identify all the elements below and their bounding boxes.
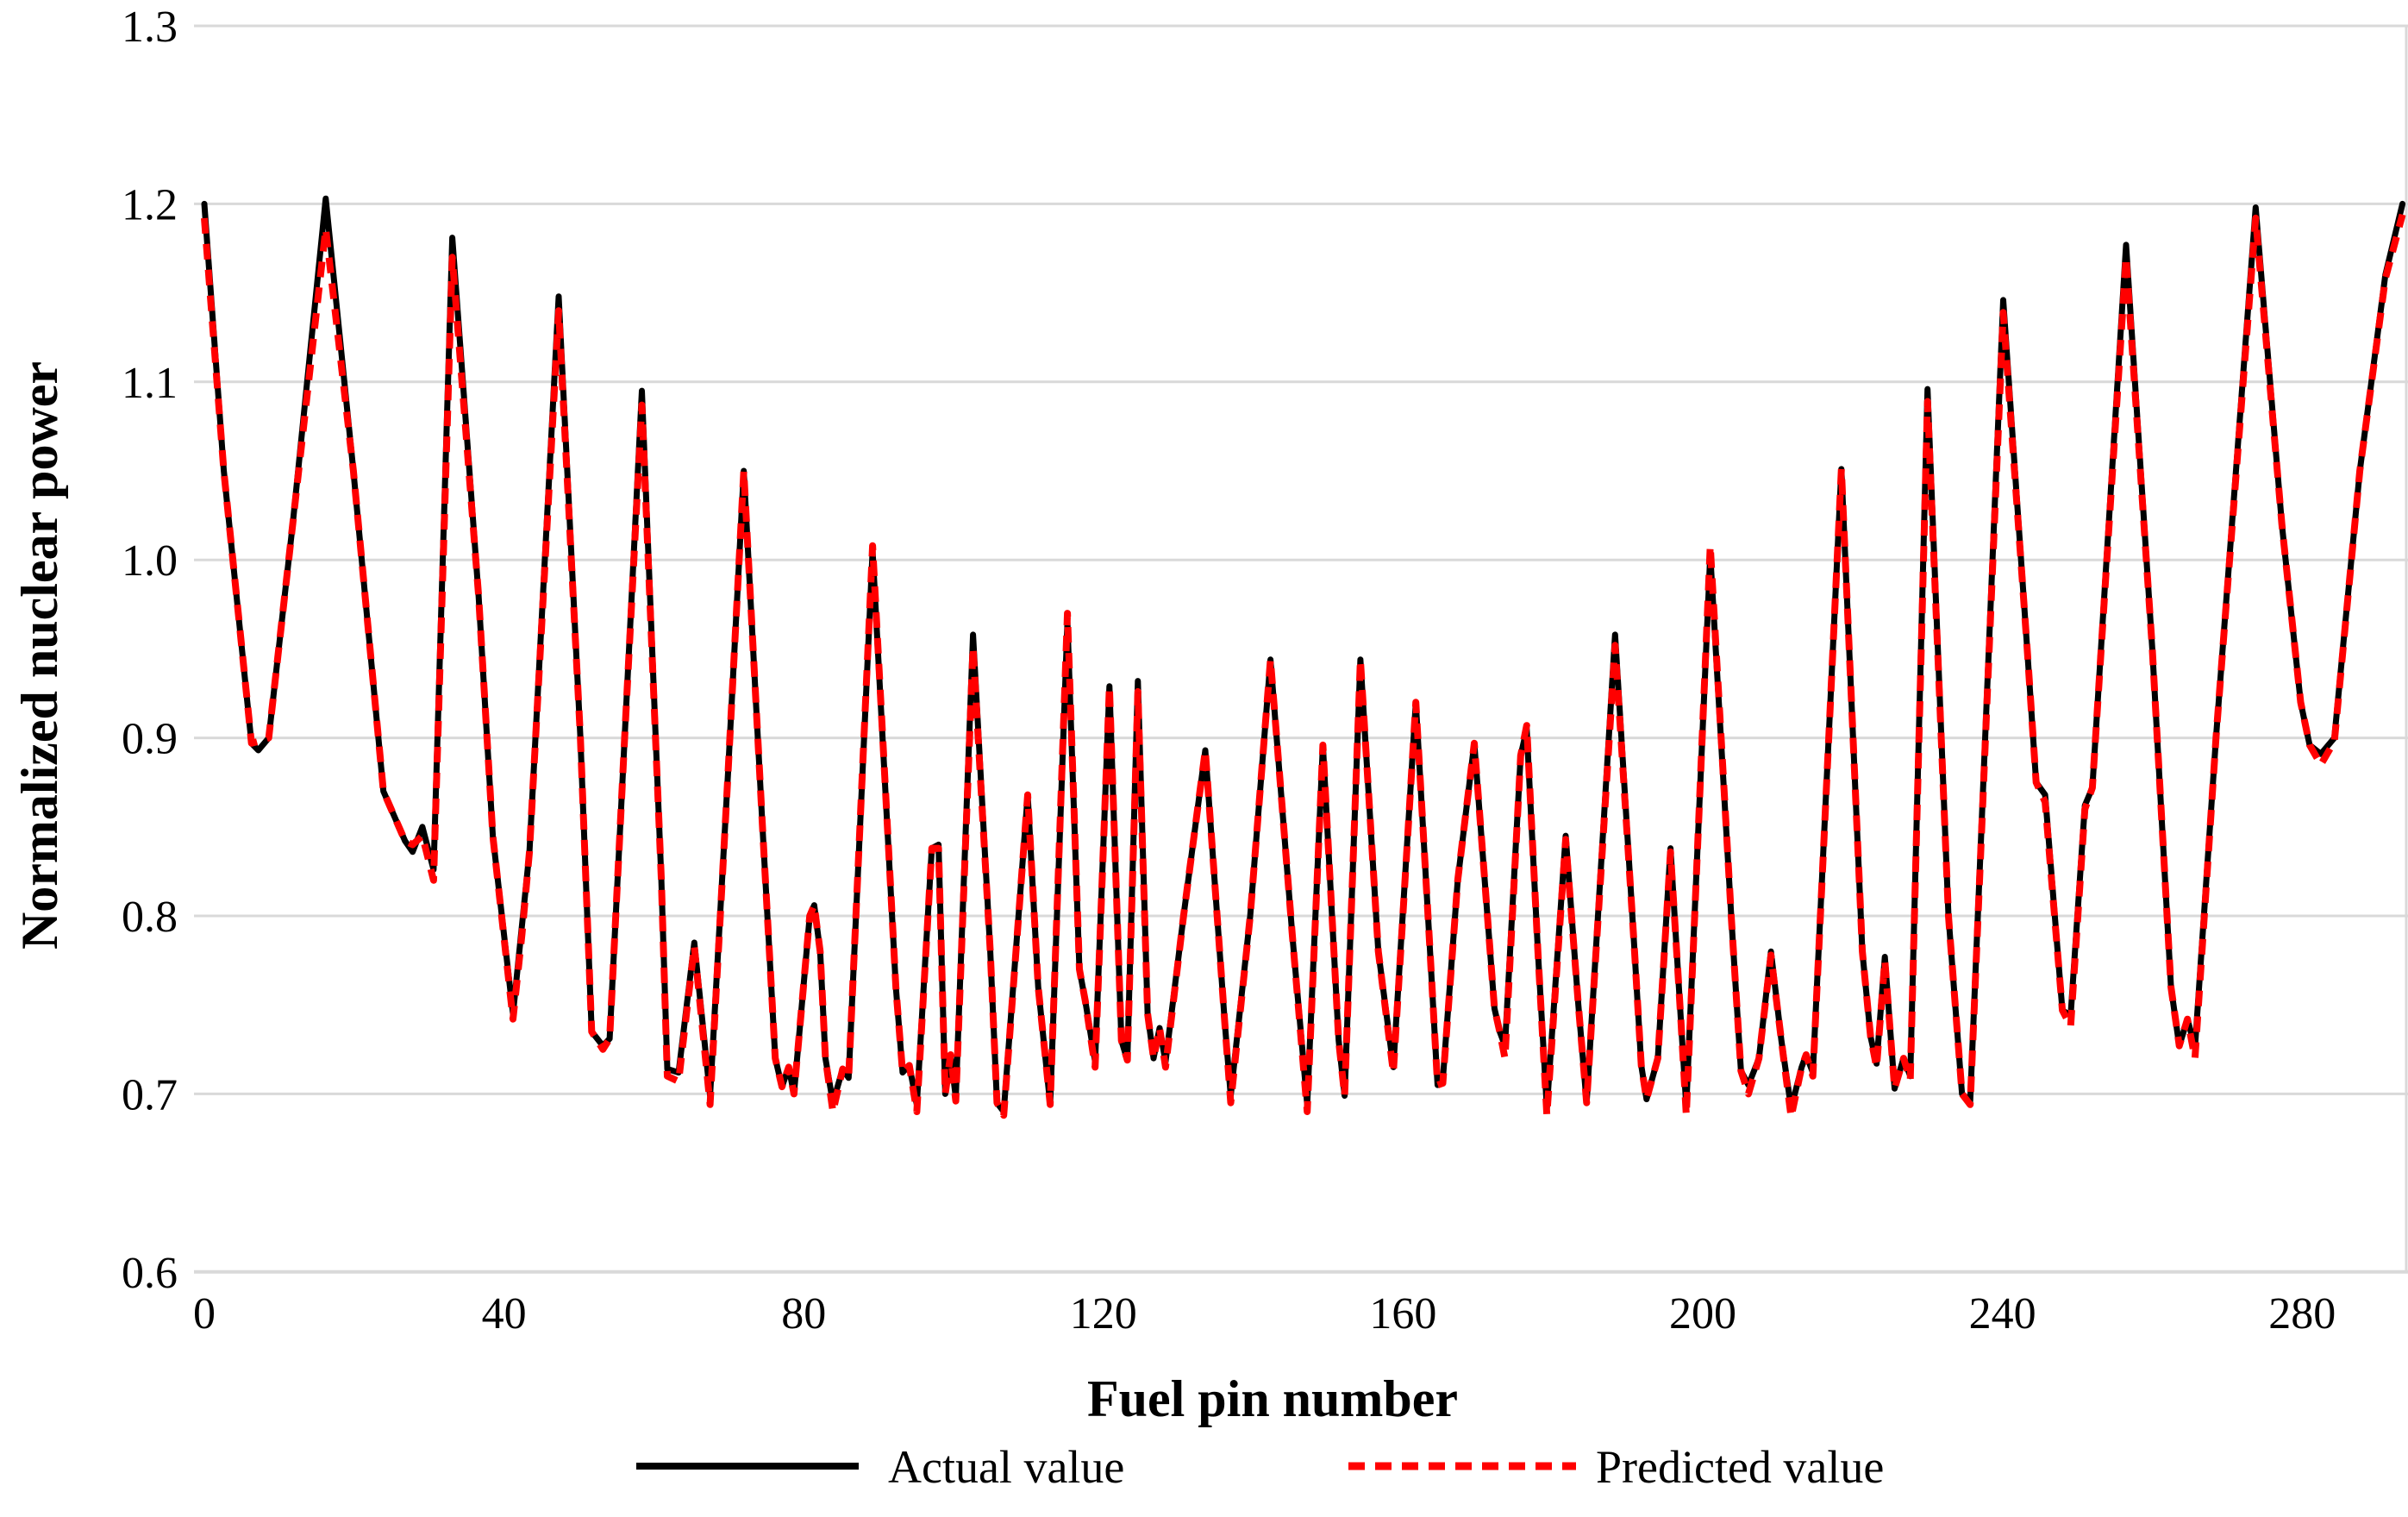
x-tick-labels-group: 0 40 80 120 160 200 240 280 — [193, 1289, 2336, 1338]
x-tick-label: 120 — [1070, 1289, 1137, 1338]
y-tick-label: 0.9 — [122, 715, 178, 764]
y-tick-label: 1.3 — [122, 3, 178, 52]
x-axis-title: Fuel pin number — [1087, 1370, 1458, 1427]
y-tick-label: 0.6 — [122, 1249, 178, 1298]
y-tick-labels-group: 0.6 0.7 0.8 0.9 1.0 1.1 1.2 1.3 — [122, 3, 178, 1298]
legend: Actual value Predicted value — [636, 1441, 1884, 1493]
y-tick-label: 0.7 — [122, 1070, 178, 1119]
gridlines-group — [194, 24, 2408, 1274]
series-lines-group — [201, 195, 2406, 1121]
x-tick-label: 80 — [781, 1289, 826, 1338]
legend-actual-label: Actual value — [888, 1441, 1124, 1493]
x-tick-label: 280 — [2268, 1289, 2336, 1338]
x-tick-label: 240 — [1969, 1289, 2036, 1338]
y-tick-label: 1.2 — [122, 180, 178, 229]
predicted-value-line — [201, 213, 2406, 1121]
legend-predicted-label: Predicted value — [1596, 1441, 1884, 1493]
y-tick-label: 0.8 — [122, 893, 178, 942]
y-axis-title: Normalized nuclear power — [11, 361, 68, 950]
x-tick-label: 0 — [193, 1289, 216, 1338]
actual-value-line — [201, 195, 2406, 1115]
x-tick-label: 160 — [1369, 1289, 1436, 1338]
x-tick-label: 200 — [1669, 1289, 1736, 1338]
y-tick-label: 1.0 — [122, 536, 178, 586]
y-tick-label: 1.1 — [122, 359, 178, 408]
x-tick-label: 40 — [482, 1289, 527, 1338]
